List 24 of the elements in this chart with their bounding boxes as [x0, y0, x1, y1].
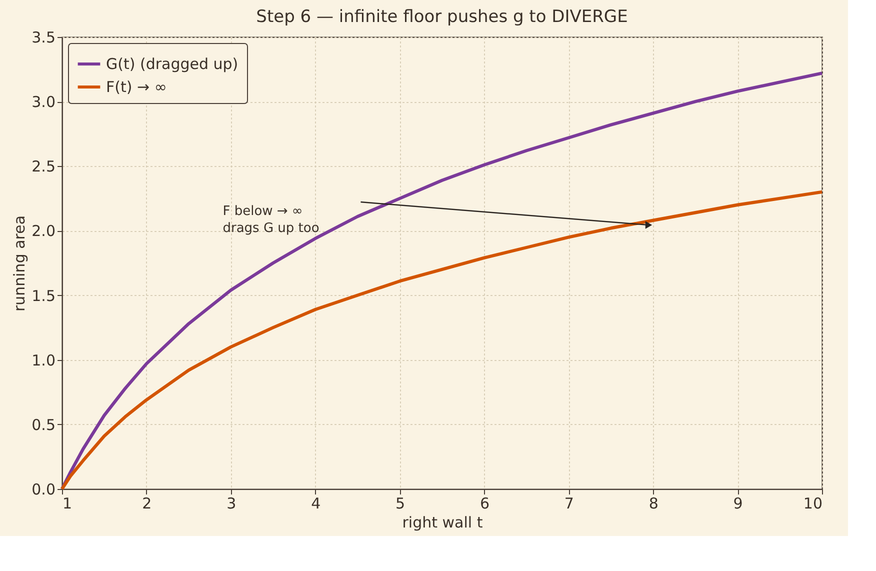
y-tick-label: 1.0 — [32, 351, 56, 370]
x-tick-label: 5 — [396, 494, 406, 512]
x-tick-label: 8 — [648, 494, 658, 512]
legend-label: F(t) → ∞ — [106, 78, 167, 96]
x-axis-title: right wall t — [402, 514, 483, 532]
x-tick-label: 2 — [142, 494, 152, 512]
x-tick-label: 3 — [226, 494, 236, 512]
y-tick-label: 1.5 — [32, 286, 56, 305]
chart-title: Step 6 — infinite floor pushes g to DIVERGE — [256, 7, 628, 27]
x-tick-label: 9 — [733, 494, 743, 512]
y-tick-label: 3.5 — [32, 28, 56, 46]
legend-label: G(t) (dragged up) — [106, 55, 238, 73]
y-axis-title: running area — [10, 215, 29, 312]
x-tick-label: 10 — [803, 494, 822, 512]
x-tick-label: 6 — [480, 494, 490, 512]
y-tick-label: 2.0 — [32, 222, 56, 240]
x-tick-label: 1 — [62, 494, 72, 512]
x-tick-label: 7 — [564, 494, 574, 512]
annotation: F below → ∞ drags G up too — [222, 204, 320, 236]
y-tick-label: 0.5 — [32, 416, 56, 434]
y-tick-label: 2.5 — [32, 158, 56, 176]
x-tick-label: 4 — [311, 494, 321, 512]
y-tick-label: 3.0 — [32, 93, 56, 112]
y-tick-label: 0.0 — [32, 480, 56, 498]
